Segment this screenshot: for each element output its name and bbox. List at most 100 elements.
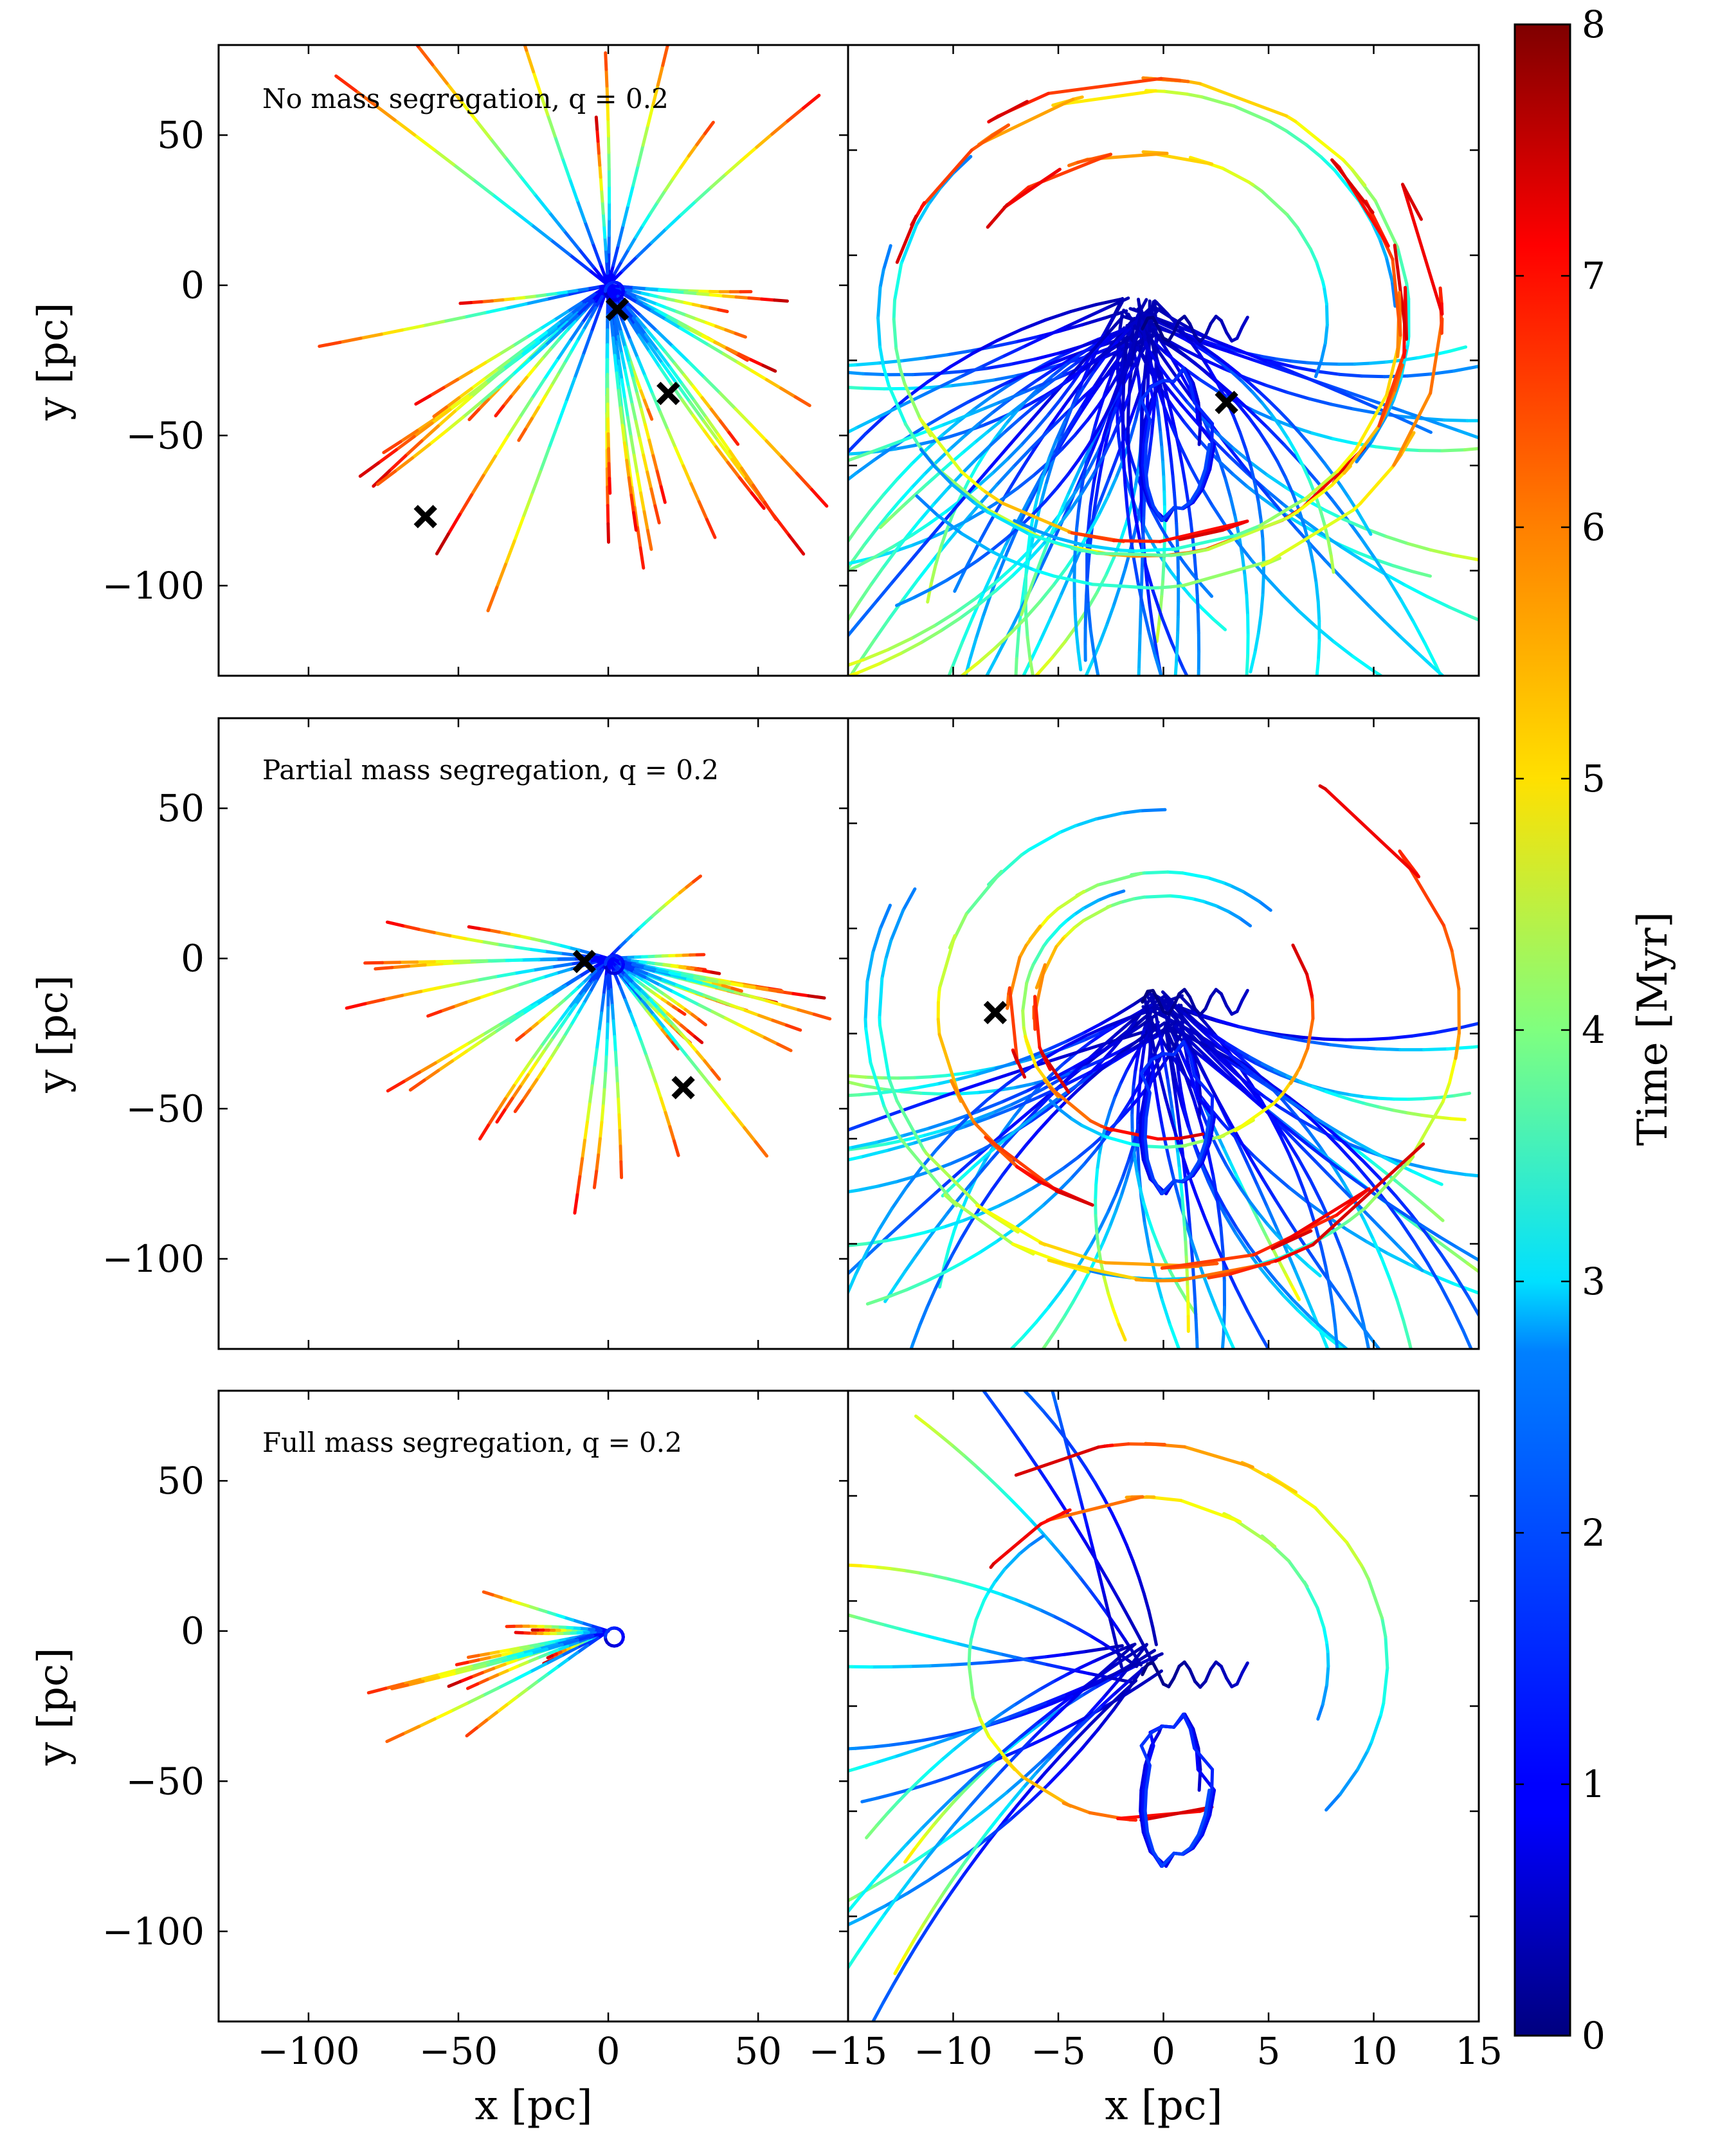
trajectory-segment xyxy=(686,977,705,985)
trajectory-segment xyxy=(925,1634,943,1641)
trajectory-segment xyxy=(1201,1398,1214,1422)
trajectory-segment xyxy=(486,586,499,613)
trajectory-segment xyxy=(464,996,481,1004)
trajectory-segment xyxy=(1315,658,1320,676)
trajectory-segment xyxy=(536,1652,549,1660)
trajectory-segment xyxy=(1287,419,1300,433)
trajectory-segment xyxy=(1071,352,1091,375)
trajectory-segment xyxy=(588,1084,594,1106)
trajectory-segment xyxy=(1256,1184,1269,1209)
trajectory-segment xyxy=(1142,1764,1150,1792)
trajectory-segment xyxy=(1261,1263,1279,1285)
trajectory-segment xyxy=(860,1876,878,1897)
trajectory-segment xyxy=(575,1643,590,1654)
trajectory-segment xyxy=(1318,507,1326,527)
trajectory-segment xyxy=(1238,916,1252,928)
trajectory-segment xyxy=(1146,1158,1155,1180)
trajectory-segment xyxy=(1476,365,1479,368)
trajectory-segment xyxy=(1086,602,1092,631)
trajectory-segment xyxy=(997,1800,1013,1819)
trajectory-segment xyxy=(399,429,419,444)
trajectory-segment xyxy=(691,413,707,433)
trajectory-segment xyxy=(932,611,957,628)
trajectory-segment xyxy=(1020,599,1028,617)
trajectory-segment xyxy=(1221,1322,1232,1342)
trajectory-segment xyxy=(1130,460,1139,477)
trajectory-segment xyxy=(1227,910,1242,920)
trajectory-segment xyxy=(1117,1323,1127,1342)
trajectory-segment xyxy=(1308,1315,1329,1335)
trajectory-segment xyxy=(497,930,511,936)
trajectory-segment xyxy=(860,1796,879,1804)
trajectory-segment xyxy=(1197,333,1215,342)
trajectory-segment xyxy=(875,1793,893,1800)
trajectory-segment xyxy=(415,960,437,964)
trajectory-segment xyxy=(1184,482,1190,504)
trajectory-segment xyxy=(617,223,625,247)
trajectory-segment xyxy=(1452,365,1479,373)
trajectory-segment xyxy=(958,365,983,379)
trajectory-segment xyxy=(512,1004,532,1018)
trajectory-segment xyxy=(503,1651,525,1659)
trajectory-segment xyxy=(1106,476,1118,498)
trajectory-segment xyxy=(415,417,436,433)
trajectory-segment xyxy=(481,1024,500,1036)
trajectory-segment xyxy=(656,968,672,975)
trajectory-segment xyxy=(917,741,925,766)
trajectory-segment xyxy=(1211,1138,1222,1154)
trajectory-segment xyxy=(1102,410,1113,437)
trajectory-segment xyxy=(759,1790,779,1795)
trajectory-segment xyxy=(1137,298,1143,323)
ticks-left-row2: 500−50−100 xyxy=(102,718,848,1349)
trajectory-segment xyxy=(1256,1211,1269,1226)
trajectory-segment xyxy=(726,460,741,480)
trajectory-segment xyxy=(966,550,977,566)
trajectory-segment xyxy=(1036,1085,1063,1099)
trajectory-segment xyxy=(1181,366,1192,385)
trajectory-segment xyxy=(1070,547,1099,556)
trajectory-segment xyxy=(509,385,521,399)
trajectory-segment xyxy=(1094,1214,1099,1233)
trajectory-segment xyxy=(1200,1141,1212,1164)
trajectory-segment xyxy=(954,1073,977,1081)
trajectory-segment xyxy=(1032,568,1056,578)
trajectory-segment xyxy=(779,700,795,719)
trajectory-segment xyxy=(318,340,342,348)
trajectory-segment xyxy=(1308,247,1319,264)
trajectory-segment xyxy=(398,960,419,964)
trajectory-segment xyxy=(548,1019,561,1036)
trajectory-segment xyxy=(680,398,695,417)
trajectory-segment xyxy=(558,1015,570,1030)
trajectories-right-row3 xyxy=(759,1391,1389,2021)
trajectory-segment xyxy=(569,339,579,354)
trajectory-segment xyxy=(680,1033,691,1045)
trajectory-segment xyxy=(1271,360,1297,369)
trajectory-segment xyxy=(649,309,668,321)
trajectory-segment xyxy=(449,1702,469,1713)
trajectory-segment xyxy=(1211,338,1229,347)
trajectory-segment xyxy=(1119,1069,1128,1086)
trajectory-segment xyxy=(1028,1659,1046,1666)
trajectory-segment xyxy=(1285,129,1308,147)
trajectory-segment xyxy=(487,1654,502,1659)
trajectory-segment xyxy=(1198,352,1211,371)
trajectory-segment xyxy=(1384,1635,1389,1670)
trajectory-segment xyxy=(687,360,706,379)
trajectory-segment xyxy=(757,1013,775,1022)
trajectory-segment xyxy=(1193,401,1215,426)
trajectory-segment xyxy=(854,416,879,430)
trajectory-segment xyxy=(674,310,689,317)
trajectory-segment xyxy=(1391,564,1413,573)
trajectory-segment xyxy=(820,575,839,584)
trajectory-segment xyxy=(555,1658,569,1669)
trajectory-segment xyxy=(926,1119,954,1130)
trajectory-segment xyxy=(1296,1254,1310,1268)
trajectory-segment xyxy=(626,305,639,320)
trajectory-segment xyxy=(569,1013,579,1027)
trajectory-segment xyxy=(1193,1299,1198,1323)
trajectory-segment xyxy=(1278,1134,1290,1155)
trajectory-segment xyxy=(668,971,684,977)
trajectory-segment xyxy=(967,1661,990,1666)
trajectory-segment xyxy=(960,1251,981,1265)
trajectory-segment xyxy=(1190,1240,1199,1261)
